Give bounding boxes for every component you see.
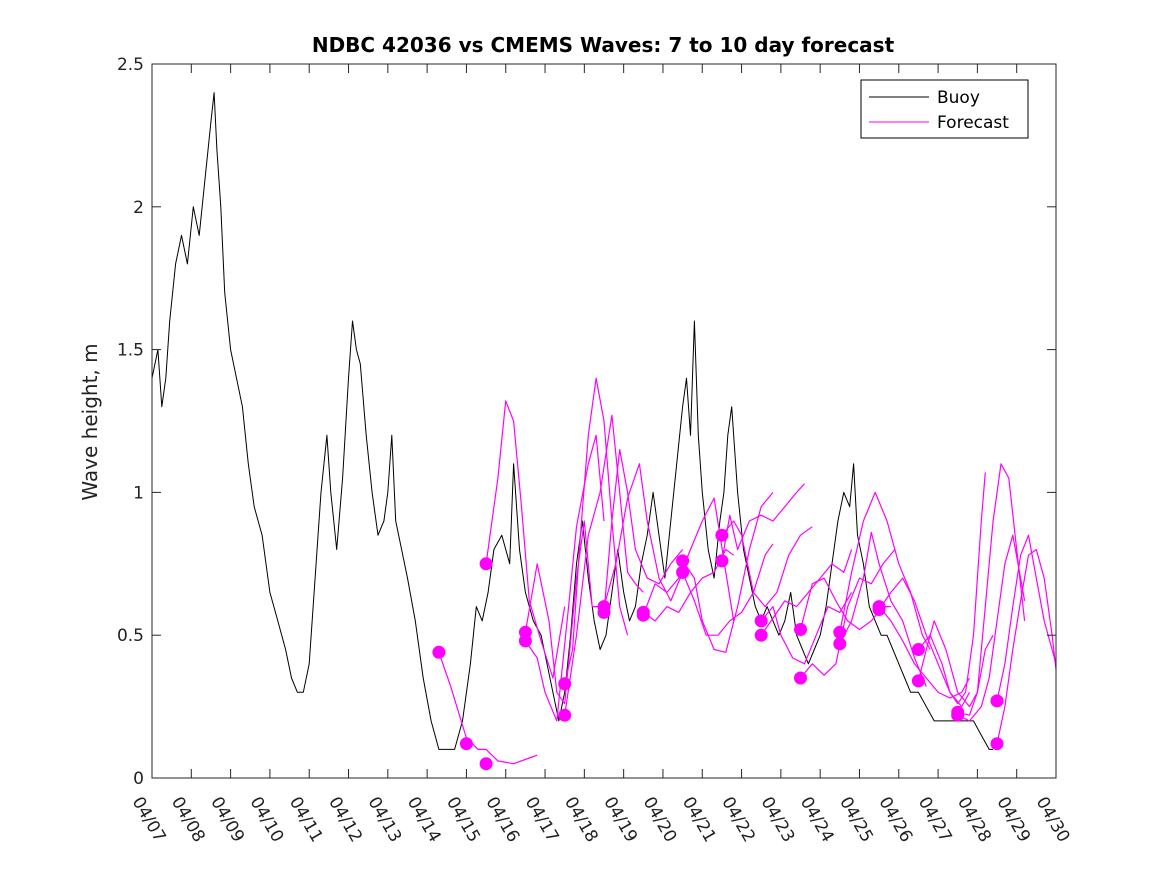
forecast-series-line-15 [760, 592, 853, 665]
forecast-series-line-26 [957, 534, 1026, 722]
forecast-marker-17 [754, 628, 768, 642]
forecast-series-line-11 [682, 492, 774, 653]
forecast-series-line-5 [564, 377, 629, 684]
forecast-marker-0 [432, 645, 446, 659]
forecast-marker-16 [754, 614, 768, 628]
forecast-series-line-13 [721, 520, 813, 608]
forecast-marker-1 [459, 737, 473, 751]
forecast-marker-28 [990, 694, 1004, 708]
forecast-marker-14 [715, 528, 729, 542]
forecast-marker-21 [833, 637, 847, 651]
forecast-marker-11 [636, 608, 650, 622]
forecast-marker-13 [676, 565, 690, 579]
y-tick-label-1: 0.5 [117, 626, 144, 646]
legend: Buoy Forecast [860, 79, 1029, 139]
forecast-series-line-6 [564, 414, 644, 716]
buoy-series-line [152, 92, 994, 750]
forecast-series-line-2 [485, 400, 566, 679]
y-tick-label-2: 1 [133, 483, 144, 503]
forecast-series-line-22 [878, 577, 971, 708]
forecast-series-line-28 [996, 548, 1056, 744]
forecast-series-line-3 [524, 520, 604, 705]
forecast-marker-25 [911, 674, 925, 688]
forecast-series-line-27 [996, 534, 1056, 702]
forecast-series-line-12 [682, 543, 774, 636]
forecast-marker-18 [794, 623, 807, 636]
forecast-marker-9 [597, 605, 611, 619]
forecast-marker-24 [911, 643, 925, 656]
forecast-series-line-18 [800, 549, 896, 679]
forecast-marker-20 [833, 625, 847, 639]
y-tick-label-5: 2.5 [117, 55, 144, 75]
forecast-series-line-23 [917, 472, 986, 705]
forecast-series-line-8 [603, 449, 684, 613]
forecast-marker-12 [676, 554, 690, 568]
legend-box [860, 79, 1029, 139]
y-tick-label-0: 0 [133, 769, 144, 789]
forecast-series-line-24 [917, 620, 994, 708]
legend-buoy-label: Buoy [937, 88, 980, 108]
forecast-series-line-4 [524, 434, 605, 722]
forecast-series-line-21 [878, 606, 971, 699]
forecast-series-line-1 [438, 652, 538, 765]
axes-box [151, 63, 1057, 779]
plot-area [152, 92, 1056, 771]
forecast-marker-3 [479, 757, 493, 771]
forecast-marker-29 [990, 737, 1004, 751]
forecast-marker-5 [518, 634, 532, 648]
forecast-series-line-20 [839, 531, 927, 687]
forecast-series-line-25 [957, 463, 1026, 716]
y-tick-label-4: 2 [133, 198, 144, 218]
forecast-series-line-19 [839, 491, 931, 650]
forecast-series-line-16 [760, 549, 853, 636]
forecast-series-line-7 [603, 463, 688, 607]
legend-forecast-label: Forecast [937, 113, 1009, 133]
forecast-series-line-10 [642, 497, 735, 621]
y-axis-label: Wave height, m [78, 343, 102, 500]
forecast-marker-15 [715, 554, 729, 568]
forecast-marker-6 [558, 677, 572, 691]
forecast-series-line-14 [721, 483, 805, 562]
forecast-marker-27 [951, 708, 965, 722]
forecast-marker-19 [794, 671, 807, 685]
chart-title: NDBC 42036 vs CMEMS Waves: 7 to 10 day f… [312, 33, 895, 57]
forecast-marker-7 [558, 708, 572, 722]
forecast-marker-23 [872, 603, 886, 616]
y-tick-label-3: 1.5 [117, 341, 144, 361]
forecast-marker-2 [479, 557, 493, 571]
